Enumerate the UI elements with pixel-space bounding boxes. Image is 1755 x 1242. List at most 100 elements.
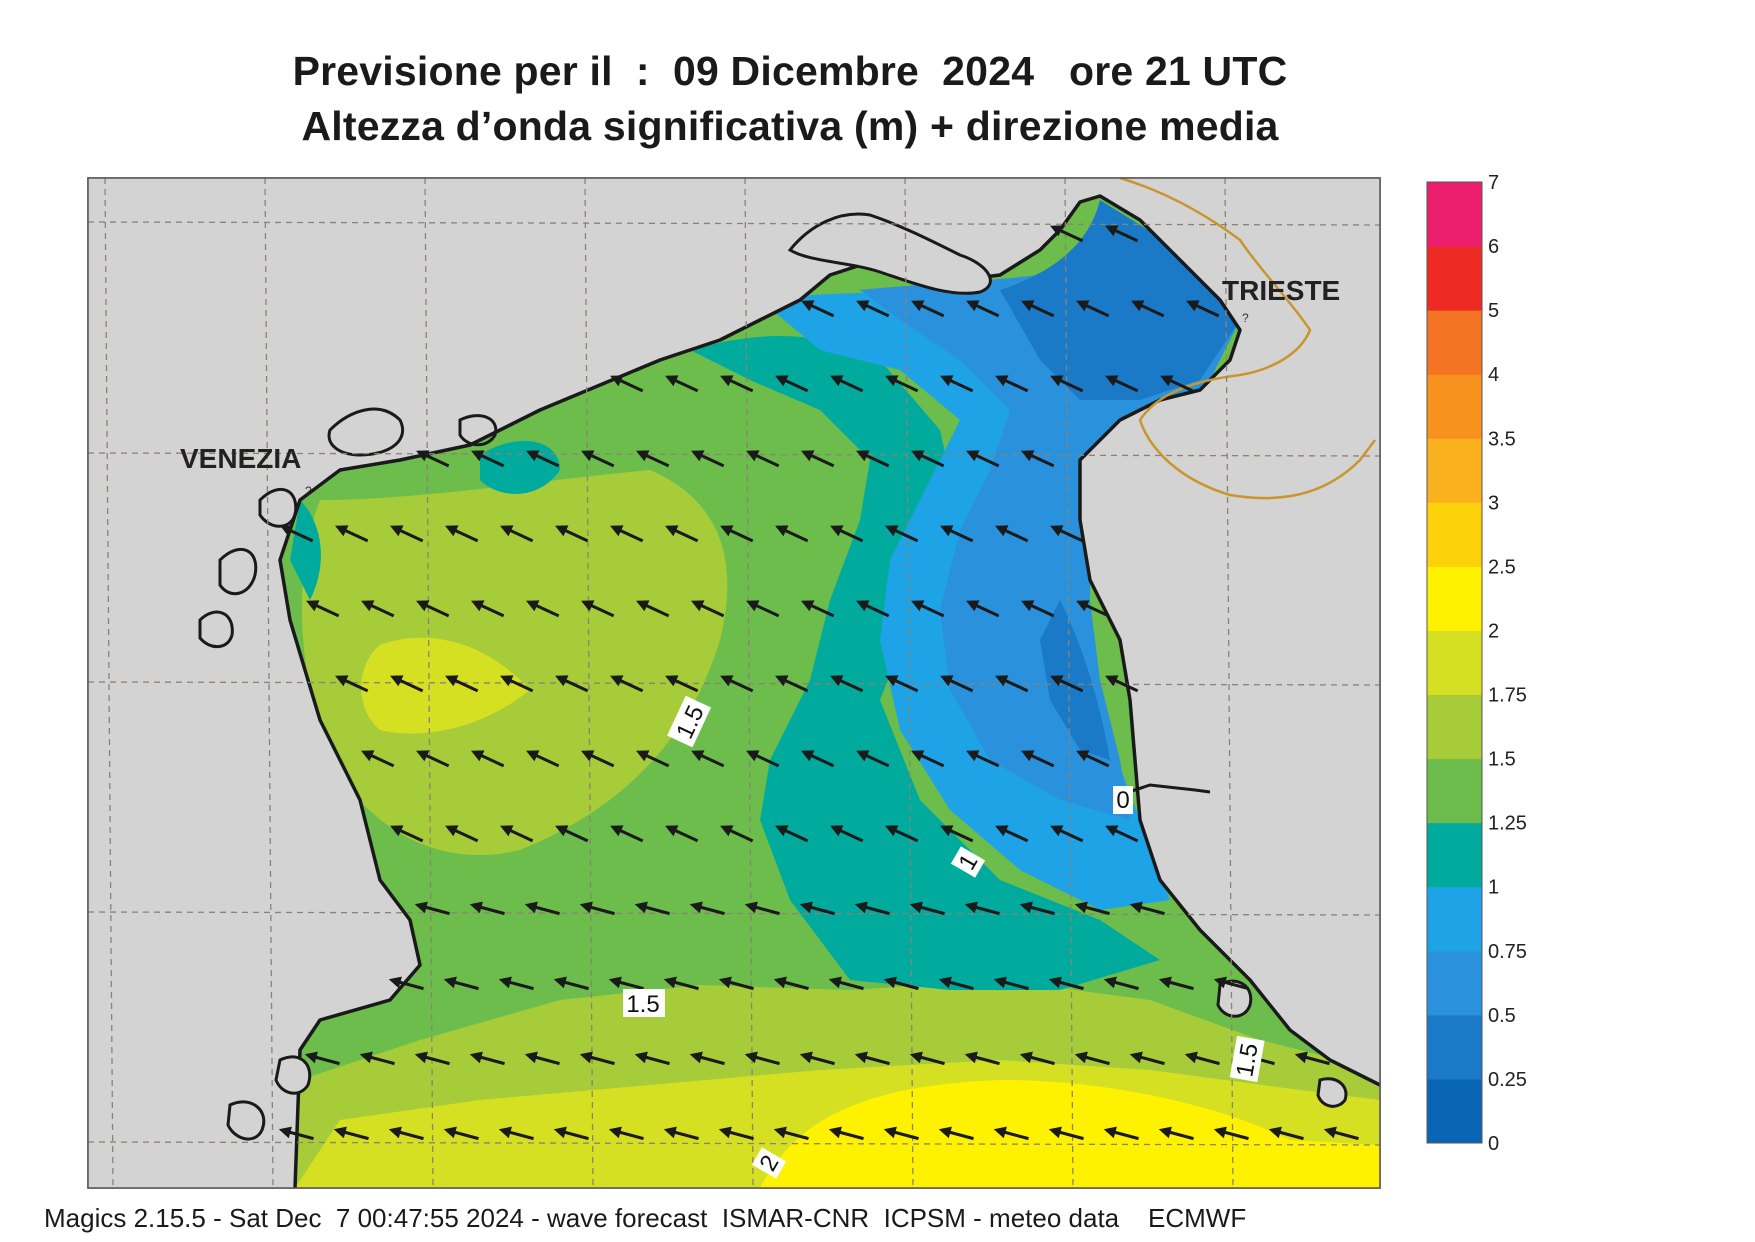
direction-arrow bbox=[856, 450, 890, 468]
direction-arrow bbox=[469, 1051, 505, 1066]
forecast-title: Previsione per il : 09 Dicembre 2024 ore… bbox=[292, 48, 1288, 94]
direction-arrow bbox=[909, 1051, 945, 1066]
direction-arrow bbox=[940, 825, 974, 843]
direction-arrow bbox=[526, 600, 560, 618]
direction-arrow bbox=[581, 450, 615, 468]
direction-arrow bbox=[1213, 976, 1249, 991]
direction-arrow bbox=[775, 525, 809, 543]
direction-arrow bbox=[1158, 976, 1194, 991]
colorbar-swatch bbox=[1427, 502, 1482, 567]
direction-arrow bbox=[940, 675, 974, 693]
band-0.5-0.75 bbox=[860, 260, 1240, 820]
direction-arrow bbox=[1105, 675, 1139, 693]
direction-arrow bbox=[746, 750, 780, 768]
direction-arrow bbox=[388, 1126, 424, 1141]
direction-arrow bbox=[1021, 450, 1055, 468]
city-marker: ? bbox=[305, 484, 312, 498]
direction-arrow bbox=[1103, 1126, 1139, 1141]
island-se bbox=[1316, 1077, 1348, 1108]
direction-arrow bbox=[636, 450, 670, 468]
direction-arrow bbox=[966, 450, 1000, 468]
direction-arrow bbox=[830, 375, 864, 393]
direction-arrow bbox=[885, 825, 919, 843]
direction-arrow bbox=[1050, 825, 1084, 843]
direction-arrow bbox=[361, 750, 395, 768]
direction-arrow bbox=[665, 525, 699, 543]
direction-arrow bbox=[1160, 375, 1194, 393]
lagoon-island bbox=[198, 610, 234, 649]
direction-arrow bbox=[995, 825, 1029, 843]
colorbar-label: 1 bbox=[1488, 877, 1499, 899]
direction-arrow bbox=[416, 450, 450, 468]
colorbar-swatch bbox=[1427, 374, 1482, 439]
direction-arrow bbox=[581, 750, 615, 768]
direction-arrow bbox=[1131, 300, 1165, 318]
direction-arrow bbox=[964, 901, 1000, 916]
lagoon-island bbox=[327, 407, 404, 457]
direction-arrow bbox=[634, 1051, 670, 1066]
direction-arrow bbox=[883, 1126, 919, 1141]
direction-arrow bbox=[720, 675, 754, 693]
colorbar-label: 0.25 bbox=[1488, 1069, 1527, 1091]
direction-arrow bbox=[443, 1126, 479, 1141]
direction-arrow bbox=[1076, 750, 1110, 768]
direction-arrow bbox=[1076, 600, 1110, 618]
direction-arrow bbox=[691, 750, 725, 768]
colorbar-swatch bbox=[1427, 822, 1482, 888]
direction-arrow bbox=[801, 450, 835, 468]
colorbar-label: 1.75 bbox=[1488, 685, 1527, 707]
footer-credits: Magics 2.15.5 - Sat Dec 7 00:47:55 2024 … bbox=[44, 1203, 1247, 1233]
direction-arrow bbox=[445, 825, 479, 843]
direction-arrow bbox=[799, 901, 835, 916]
direction-arrow bbox=[940, 375, 974, 393]
direction-arrow bbox=[801, 600, 835, 618]
direction-arrow bbox=[1129, 901, 1165, 916]
colorbar-label: 0 bbox=[1488, 1133, 1499, 1155]
direction-arrow bbox=[1323, 1126, 1359, 1141]
direction-arrow bbox=[414, 1051, 450, 1066]
grid-meridian bbox=[744, 178, 754, 1188]
direction-arrow bbox=[416, 600, 450, 618]
direction-arrow bbox=[938, 1126, 974, 1141]
colorbar-swatch bbox=[1427, 950, 1482, 1016]
direction-arrow bbox=[885, 525, 919, 543]
direction-arrow bbox=[1184, 1051, 1220, 1066]
direction-arrow bbox=[830, 525, 864, 543]
direction-arrow bbox=[306, 600, 340, 618]
direction-arrow bbox=[746, 600, 780, 618]
direction-arrow bbox=[966, 750, 1000, 768]
direction-arrow bbox=[993, 1126, 1029, 1141]
direction-arrow bbox=[801, 750, 835, 768]
svg-text:0: 0 bbox=[1116, 787, 1129, 814]
direction-arrow bbox=[1105, 825, 1139, 843]
direction-arrow bbox=[856, 300, 890, 318]
direction-arrow bbox=[555, 675, 589, 693]
direction-arrow bbox=[691, 450, 725, 468]
direction-arrow bbox=[333, 1126, 369, 1141]
direction-arrow bbox=[663, 1126, 699, 1141]
colorbar-label: 2 bbox=[1488, 620, 1499, 642]
direction-arrow bbox=[663, 976, 699, 991]
lagoon-island bbox=[458, 414, 498, 447]
direction-arrow bbox=[801, 300, 835, 318]
direction-arrow bbox=[610, 825, 644, 843]
direction-arrow bbox=[718, 1126, 754, 1141]
direction-arrow bbox=[335, 675, 369, 693]
direction-arrow bbox=[280, 525, 314, 543]
lagoon-island bbox=[218, 547, 258, 596]
direction-arrow bbox=[718, 976, 754, 991]
direction-arrow bbox=[500, 675, 534, 693]
direction-arrow bbox=[414, 901, 450, 916]
direction-arrow bbox=[1019, 901, 1055, 916]
wave-direction-arrows bbox=[278, 225, 1359, 1141]
direction-arrow bbox=[966, 600, 1000, 618]
direction-arrow bbox=[526, 750, 560, 768]
colorbar-swatch bbox=[1427, 886, 1482, 952]
direction-arrow bbox=[1021, 600, 1055, 618]
direction-arrow bbox=[471, 600, 505, 618]
direction-arrow bbox=[443, 976, 479, 991]
direction-arrow bbox=[720, 525, 754, 543]
direction-arrow bbox=[689, 1051, 725, 1066]
direction-arrow bbox=[524, 901, 560, 916]
